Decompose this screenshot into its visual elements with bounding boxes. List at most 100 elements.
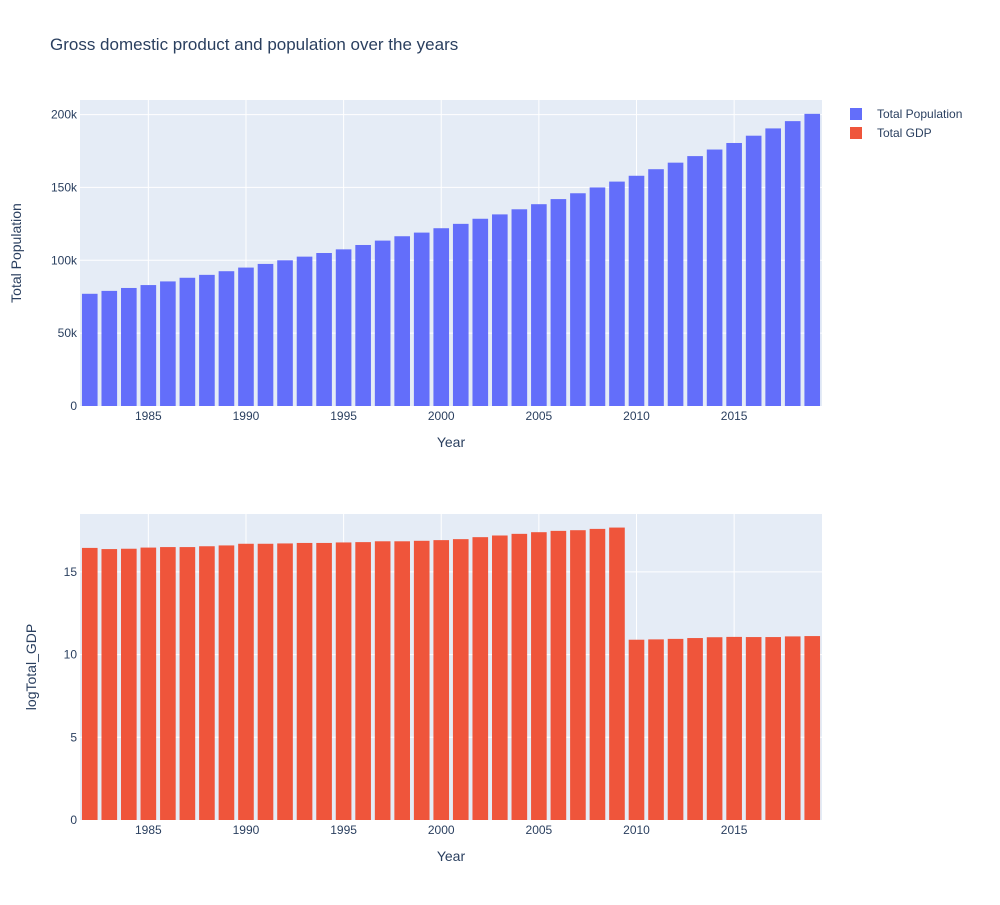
x-tick-label: 1995 xyxy=(330,823,357,837)
bar-1996 xyxy=(355,244,371,406)
y-tick-label: 0 xyxy=(70,399,77,413)
bar-2000 xyxy=(433,228,450,406)
x-tick-label: 2005 xyxy=(526,409,553,423)
bar-2019 xyxy=(804,636,821,820)
bar-2006 xyxy=(550,199,567,406)
bar-2006 xyxy=(550,530,567,820)
bar-2007 xyxy=(570,530,586,820)
x-tick-label: 1990 xyxy=(233,409,260,423)
bar-1992 xyxy=(277,543,293,820)
bar-1987 xyxy=(179,277,196,406)
bar-1984 xyxy=(121,548,137,820)
y-axis-title: logTotal_GDP xyxy=(23,624,39,710)
legend: Total Population Total GDP xyxy=(850,107,962,140)
bar-2013 xyxy=(687,638,703,820)
bar-2003 xyxy=(492,214,508,406)
x-tick-label: 1995 xyxy=(330,409,357,423)
bar-1986 xyxy=(160,281,176,406)
bar-1989 xyxy=(218,545,235,820)
bar-1993 xyxy=(296,542,313,820)
x-tick-label: 2015 xyxy=(721,823,748,837)
bar-2012 xyxy=(667,638,684,820)
bar-1992 xyxy=(277,260,293,406)
bar-2002 xyxy=(472,537,489,820)
bar-2005 xyxy=(531,532,547,820)
x-tick-label: 1985 xyxy=(135,823,162,837)
legend-item-label[interactable]: Total Population xyxy=(877,107,962,121)
legend-swatch[interactable] xyxy=(850,108,862,120)
bar-2010 xyxy=(628,175,645,406)
bar-2009 xyxy=(609,181,625,406)
y-axis-title: Total Population xyxy=(8,203,24,303)
y-tick-label: 5 xyxy=(70,730,77,744)
bar-1990 xyxy=(238,267,254,406)
bar-1999 xyxy=(413,540,430,820)
bar-2000 xyxy=(433,540,450,820)
bar-2018 xyxy=(784,636,801,820)
x-tick-label: 2000 xyxy=(428,823,455,837)
bar-1984 xyxy=(121,287,137,406)
y-tick-label: 150k xyxy=(51,180,78,194)
bar-1999 xyxy=(413,232,430,406)
bar-2008 xyxy=(589,187,606,406)
y-tick-label: 0 xyxy=(70,813,77,827)
bar-1997 xyxy=(374,240,391,406)
bar-2004 xyxy=(511,209,528,406)
bar-1996 xyxy=(355,542,371,820)
bar-2009 xyxy=(609,527,625,820)
bar-1997 xyxy=(374,541,391,820)
legend-item-label[interactable]: Total GDP xyxy=(877,126,932,140)
chart-title: Gross domestic product and population ov… xyxy=(50,35,458,54)
bar-2011 xyxy=(648,169,664,406)
bar-2017 xyxy=(765,128,781,406)
y-tick-label: 100k xyxy=(51,253,78,267)
x-axis-title: Year xyxy=(437,434,466,450)
bar-1982 xyxy=(81,293,98,406)
y-tick-label: 15 xyxy=(64,565,78,579)
bar-2005 xyxy=(531,204,547,406)
x-axis-title: Year xyxy=(437,848,466,864)
population-subplot: 0 50k 100k 150k 200k 1985 1990 1995 2000 2005 2010… xyxy=(8,100,822,450)
bar-1988 xyxy=(199,274,215,406)
bar-2015 xyxy=(726,636,742,820)
legend-swatch[interactable] xyxy=(850,127,862,139)
bar-2011 xyxy=(648,639,664,820)
bar-1987 xyxy=(179,547,196,820)
bar-2014 xyxy=(706,149,723,407)
x-tick-label: 2000 xyxy=(428,409,455,423)
bar-2017 xyxy=(765,637,781,820)
bar-2016 xyxy=(745,637,762,820)
bar-1983 xyxy=(101,290,118,406)
bar-2012 xyxy=(667,162,684,406)
bar-2010 xyxy=(628,639,645,820)
gdp-subplot: 0 5 10 15 1985 1990 1995 2000 2005 2010 2015 Year lo… xyxy=(23,514,822,864)
bar-1988 xyxy=(199,546,215,820)
bar-1994 xyxy=(316,253,332,406)
bar-2018 xyxy=(784,121,801,406)
x-tick-label: 2010 xyxy=(623,823,650,837)
bar-2015 xyxy=(726,142,742,407)
x-tick-label: 2015 xyxy=(721,409,748,423)
bar-2002 xyxy=(472,218,489,406)
bar-2001 xyxy=(452,539,469,820)
bar-1994 xyxy=(316,542,332,820)
bar-1991 xyxy=(257,263,274,406)
x-tick-label: 2005 xyxy=(526,823,553,837)
bar-2004 xyxy=(511,533,528,820)
bar-1985 xyxy=(140,547,157,820)
bar-1995 xyxy=(335,249,352,406)
bar-2007 xyxy=(570,193,586,406)
bar-2016 xyxy=(745,135,762,406)
bar-1989 xyxy=(218,271,235,406)
x-tick-label: 2010 xyxy=(623,409,650,423)
x-tick-label: 1990 xyxy=(233,823,260,837)
bar-1993 xyxy=(296,256,313,406)
bar-2019 xyxy=(804,113,821,406)
bar-1991 xyxy=(257,543,274,820)
y-tick-label: 200k xyxy=(51,108,78,122)
bar-1990 xyxy=(238,543,254,820)
bar-1998 xyxy=(394,236,410,406)
x-tick-label: 1985 xyxy=(135,409,162,423)
